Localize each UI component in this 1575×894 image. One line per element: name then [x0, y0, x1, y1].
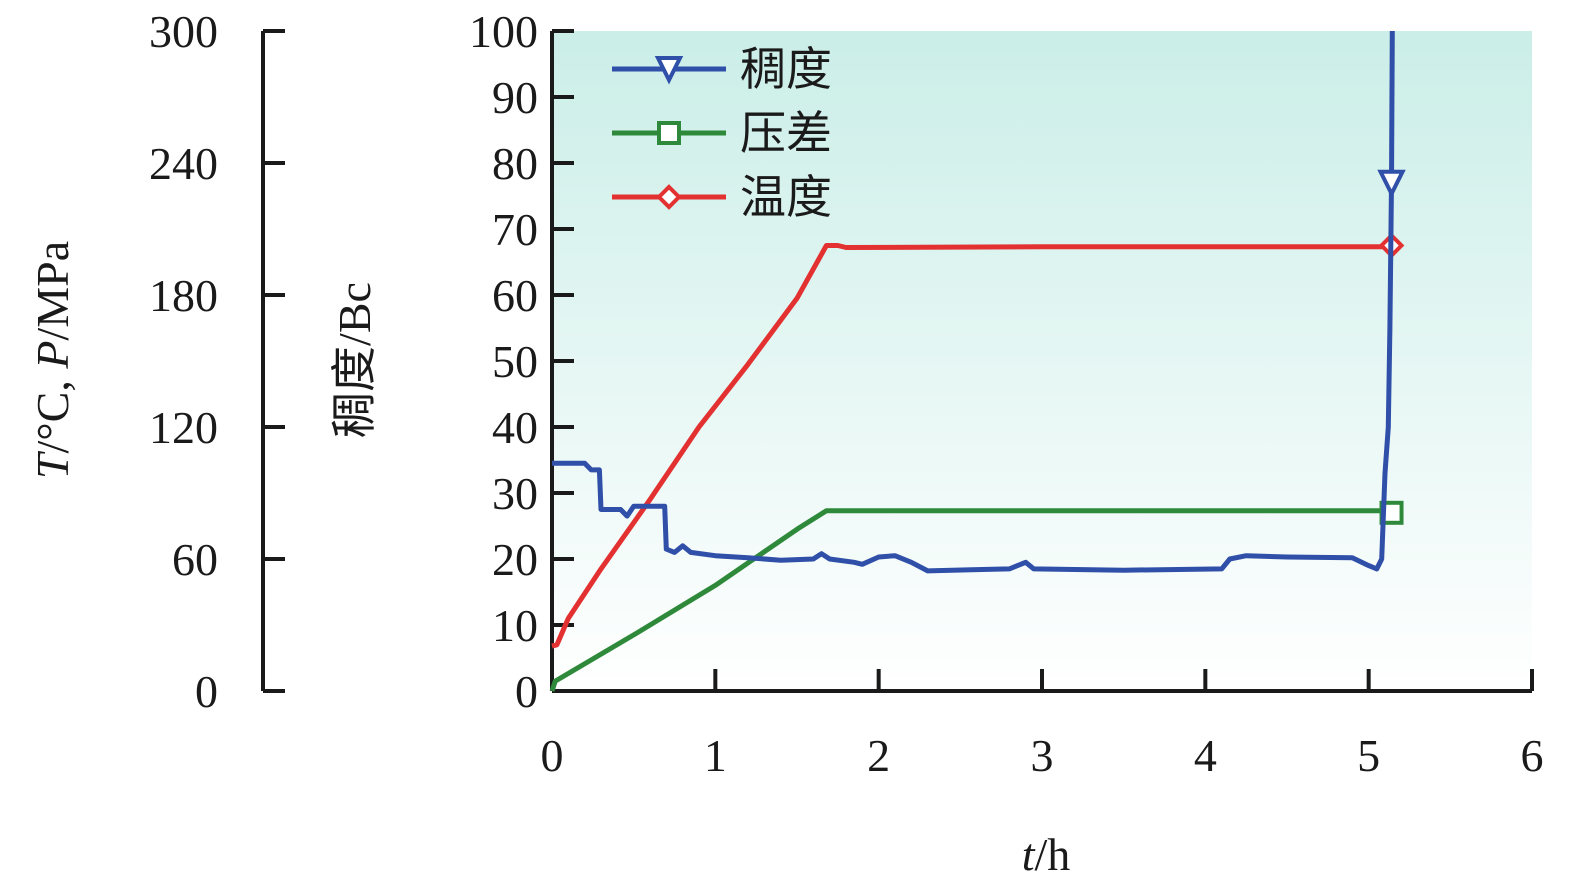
series-group [549, 30, 1406, 692]
x-tick-label: 2 [867, 730, 890, 781]
main-y-tick-label: 60 [492, 270, 538, 321]
series-line-2 [551, 243, 1385, 649]
x-tick-label: 5 [1357, 730, 1380, 781]
legend-marker [654, 56, 684, 85]
x-axis: 0 1 2 3 4 5 6 [541, 669, 1544, 781]
main-y-tick-label: 100 [469, 6, 538, 57]
left-tick-label: 0 [195, 666, 218, 717]
legend-marker [656, 184, 682, 210]
series-marker-0 [1377, 169, 1406, 199]
left-tick-label: 240 [149, 138, 218, 189]
series-line-0 [552, 30, 1395, 574]
x-tick-label: 4 [1194, 730, 1217, 781]
main-y-tick-label: 0 [515, 666, 538, 717]
main-y-axis: 0 10 20 30 40 50 60 70 80 90 100 [469, 6, 574, 717]
x-tick-label: 3 [1031, 730, 1054, 781]
main-y-tick-label: 90 [492, 72, 538, 123]
main-y-tick-label: 70 [492, 204, 538, 255]
left-tick-label: 120 [149, 402, 218, 453]
main-y-tick-label: 20 [492, 534, 538, 585]
x-axis-title: t/h [1022, 829, 1071, 880]
main-y-tick-label: 80 [492, 138, 538, 189]
left-axis: 0 60 120 180 240 300 [149, 6, 285, 717]
left-tick-label: 60 [172, 534, 218, 585]
legend-label: 压差 [740, 108, 832, 159]
x-tick-label: 6 [1521, 730, 1544, 781]
left-tick-label: 300 [149, 6, 218, 57]
main-y-tick-label: 50 [492, 336, 538, 387]
legend-label: 稠度 [740, 44, 832, 95]
main-y-tick-label: 10 [492, 600, 538, 651]
plot-area [552, 31, 1532, 691]
legend-label: 温度 [740, 172, 832, 223]
main-y-tick-label: 30 [492, 468, 538, 519]
x-tick-label: 0 [541, 730, 564, 781]
legend-marker [657, 121, 681, 145]
main-y-tick-label: 40 [492, 402, 538, 453]
left-axis-title: T/°C, P/MPa [27, 241, 78, 479]
main-y-axis-title: 稠度/Bc [329, 282, 380, 438]
left-tick-label: 180 [149, 270, 218, 321]
x-tick-label: 1 [704, 730, 727, 781]
